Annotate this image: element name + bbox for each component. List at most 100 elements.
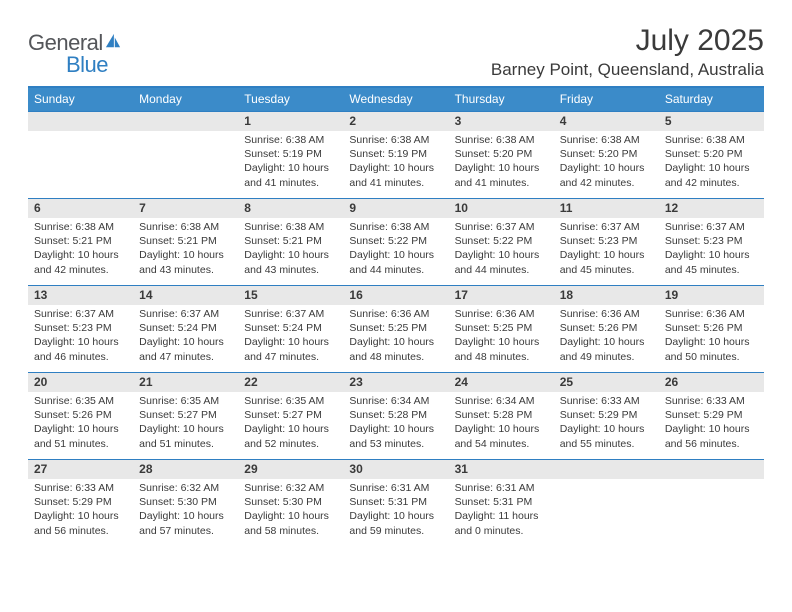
day-details: Sunrise: 6:36 AMSunset: 5:25 PMDaylight:… [449,305,554,368]
day-line: Daylight: 10 hours [34,248,127,262]
day-cell: 6Sunrise: 6:38 AMSunset: 5:21 PMDaylight… [28,199,133,285]
day-details: Sunrise: 6:33 AMSunset: 5:29 PMDaylight:… [554,392,659,455]
day-details: Sunrise: 6:31 AMSunset: 5:31 PMDaylight:… [449,479,554,542]
day-number: 22 [238,373,343,392]
day-details: Sunrise: 6:38 AMSunset: 5:20 PMDaylight:… [449,131,554,194]
day-line: Sunset: 5:23 PM [665,234,758,248]
day-details: Sunrise: 6:37 AMSunset: 5:24 PMDaylight:… [133,305,238,368]
day-cell: 8Sunrise: 6:38 AMSunset: 5:21 PMDaylight… [238,199,343,285]
day-line: and 56 minutes. [665,437,758,451]
day-line: and 48 minutes. [349,350,442,364]
day-cell: 17Sunrise: 6:36 AMSunset: 5:25 PMDayligh… [449,286,554,372]
day-details: Sunrise: 6:38 AMSunset: 5:19 PMDaylight:… [238,131,343,194]
day-details: Sunrise: 6:36 AMSunset: 5:26 PMDaylight:… [554,305,659,368]
day-line: Daylight: 10 hours [139,335,232,349]
day-line: and 46 minutes. [34,350,127,364]
day-details: Sunrise: 6:38 AMSunset: 5:21 PMDaylight:… [133,218,238,281]
brand-word2: Blue [66,52,122,78]
day-number [133,112,238,131]
day-line: Sunrise: 6:38 AM [349,220,442,234]
day-line: Sunrise: 6:37 AM [665,220,758,234]
day-cell: 23Sunrise: 6:34 AMSunset: 5:28 PMDayligh… [343,373,448,459]
week-row: 1Sunrise: 6:38 AMSunset: 5:19 PMDaylight… [28,111,764,198]
week-row: 27Sunrise: 6:33 AMSunset: 5:29 PMDayligh… [28,459,764,546]
day-details: Sunrise: 6:36 AMSunset: 5:25 PMDaylight:… [343,305,448,368]
day-line: Daylight: 11 hours [455,509,548,523]
day-cell: 5Sunrise: 6:38 AMSunset: 5:20 PMDaylight… [659,112,764,198]
day-line: Sunset: 5:25 PM [455,321,548,335]
day-line: Sunset: 5:20 PM [455,147,548,161]
day-number: 21 [133,373,238,392]
day-cell: 25Sunrise: 6:33 AMSunset: 5:29 PMDayligh… [554,373,659,459]
day-number: 12 [659,199,764,218]
day-line: Sunset: 5:23 PM [560,234,653,248]
day-number: 10 [449,199,554,218]
day-line: and 41 minutes. [349,176,442,190]
day-cell: 22Sunrise: 6:35 AMSunset: 5:27 PMDayligh… [238,373,343,459]
day-cell: 29Sunrise: 6:32 AMSunset: 5:30 PMDayligh… [238,460,343,546]
day-line: Sunset: 5:27 PM [244,408,337,422]
day-number: 27 [28,460,133,479]
day-line: Daylight: 10 hours [244,248,337,262]
week-row: 6Sunrise: 6:38 AMSunset: 5:21 PMDaylight… [28,198,764,285]
day-line: Sunset: 5:31 PM [349,495,442,509]
day-details: Sunrise: 6:37 AMSunset: 5:22 PMDaylight:… [449,218,554,281]
day-cell: 2Sunrise: 6:38 AMSunset: 5:19 PMDaylight… [343,112,448,198]
day-details: Sunrise: 6:38 AMSunset: 5:19 PMDaylight:… [343,131,448,194]
day-line: Daylight: 10 hours [455,248,548,262]
day-line: Sunrise: 6:38 AM [665,133,758,147]
day-line: Sunrise: 6:37 AM [455,220,548,234]
day-cell: 10Sunrise: 6:37 AMSunset: 5:22 PMDayligh… [449,199,554,285]
day-cell: 4Sunrise: 6:38 AMSunset: 5:20 PMDaylight… [554,112,659,198]
day-details: Sunrise: 6:38 AMSunset: 5:20 PMDaylight:… [659,131,764,194]
day-line: Sunrise: 6:38 AM [455,133,548,147]
day-number: 31 [449,460,554,479]
day-line: and 51 minutes. [139,437,232,451]
day-line: and 54 minutes. [455,437,548,451]
sail-icon [104,33,122,54]
day-number [554,460,659,479]
day-line: Daylight: 10 hours [244,422,337,436]
day-line: and 49 minutes. [560,350,653,364]
day-line: and 55 minutes. [560,437,653,451]
day-line: Sunset: 5:23 PM [34,321,127,335]
day-line: Daylight: 10 hours [34,335,127,349]
day-line: Sunset: 5:29 PM [560,408,653,422]
day-line: and 43 minutes. [244,263,337,277]
day-line: Daylight: 10 hours [349,509,442,523]
day-line: Daylight: 10 hours [349,161,442,175]
day-line: Sunset: 5:30 PM [244,495,337,509]
day-cell: 21Sunrise: 6:35 AMSunset: 5:27 PMDayligh… [133,373,238,459]
header: GeneralBlue July 2025 Barney Point, Quee… [28,24,764,80]
day-line: Sunrise: 6:31 AM [349,481,442,495]
day-line: Sunset: 5:27 PM [139,408,232,422]
day-number: 19 [659,286,764,305]
day-number: 7 [133,199,238,218]
weekday-label: Monday [133,88,238,111]
day-line: and 57 minutes. [139,524,232,538]
day-line: Daylight: 10 hours [139,509,232,523]
day-line: and 58 minutes. [244,524,337,538]
day-details: Sunrise: 6:35 AMSunset: 5:27 PMDaylight:… [133,392,238,455]
day-line: Sunrise: 6:31 AM [455,481,548,495]
day-line: Sunset: 5:25 PM [349,321,442,335]
day-line: Daylight: 10 hours [139,248,232,262]
day-details: Sunrise: 6:33 AMSunset: 5:29 PMDaylight:… [28,479,133,542]
day-line: Sunrise: 6:33 AM [34,481,127,495]
day-details: Sunrise: 6:37 AMSunset: 5:23 PMDaylight:… [28,305,133,368]
day-line: Daylight: 10 hours [560,248,653,262]
day-line: Sunset: 5:24 PM [139,321,232,335]
day-cell: 9Sunrise: 6:38 AMSunset: 5:22 PMDaylight… [343,199,448,285]
day-line: Sunset: 5:24 PM [244,321,337,335]
day-details: Sunrise: 6:38 AMSunset: 5:21 PMDaylight:… [28,218,133,281]
day-number [659,460,764,479]
day-cell: 24Sunrise: 6:34 AMSunset: 5:28 PMDayligh… [449,373,554,459]
day-cell: 18Sunrise: 6:36 AMSunset: 5:26 PMDayligh… [554,286,659,372]
day-details: Sunrise: 6:34 AMSunset: 5:28 PMDaylight:… [343,392,448,455]
day-number: 1 [238,112,343,131]
day-cell: 26Sunrise: 6:33 AMSunset: 5:29 PMDayligh… [659,373,764,459]
day-number: 17 [449,286,554,305]
day-details: Sunrise: 6:35 AMSunset: 5:27 PMDaylight:… [238,392,343,455]
day-cell [554,460,659,546]
day-line: Sunset: 5:31 PM [455,495,548,509]
